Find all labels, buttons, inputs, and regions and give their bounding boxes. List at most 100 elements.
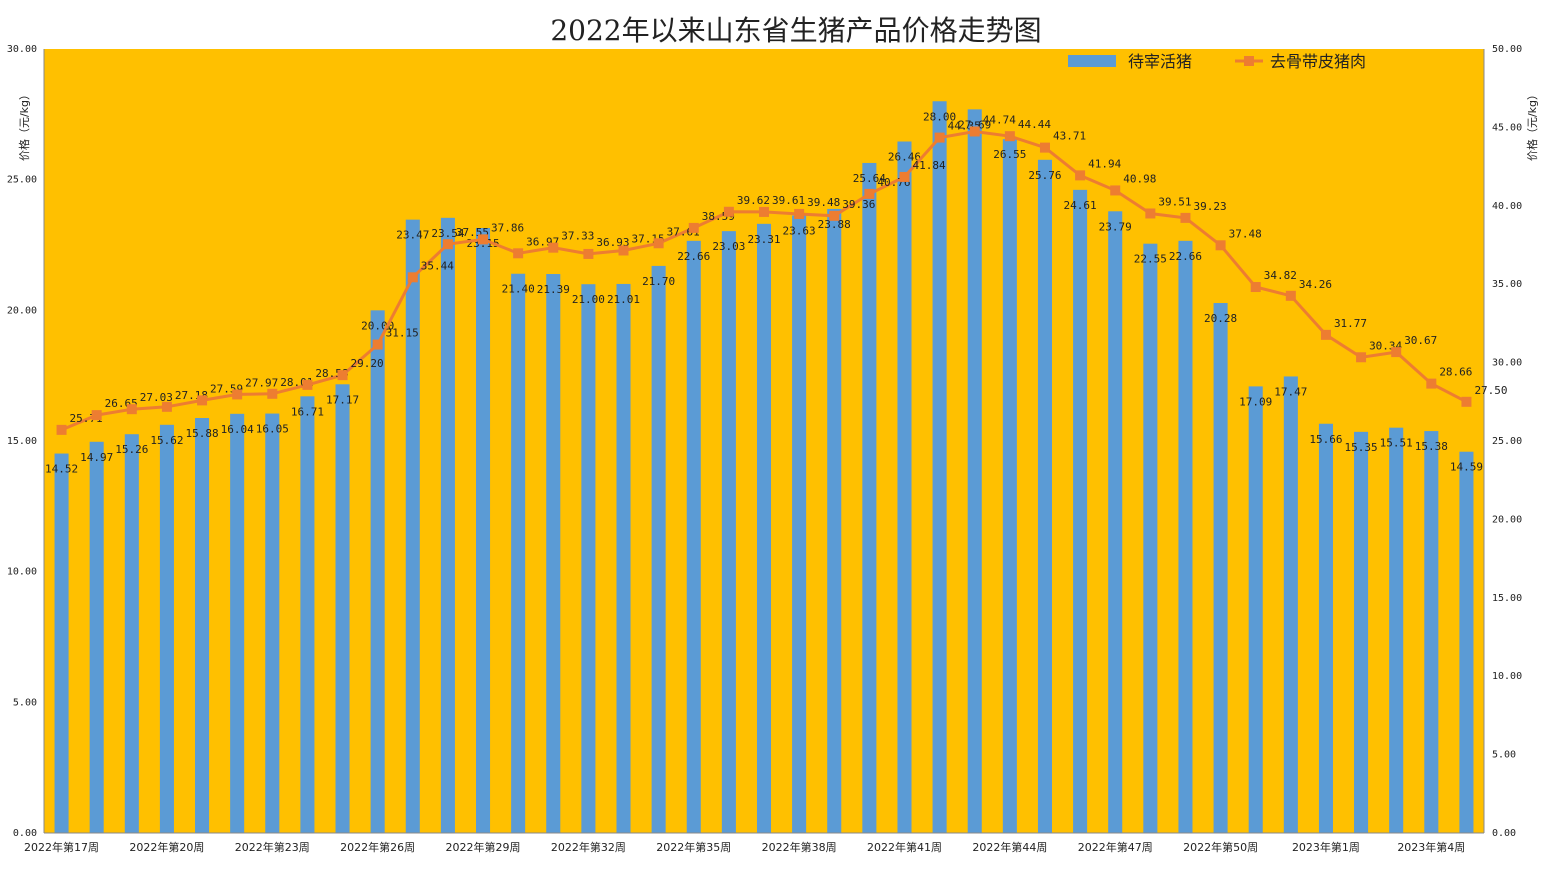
left-tick-label: 30.00 [7,44,37,55]
bar [1389,427,1404,833]
line-point [1075,170,1086,181]
bar [195,418,210,833]
line-point [864,188,875,199]
bar [756,223,772,833]
bar [476,228,491,834]
bar-data-label: 21.00 [572,293,605,306]
line-point [161,401,172,412]
right-tick-label: 30.00 [1492,358,1522,369]
bar-data-label: 22.55 [1134,253,1167,266]
line-point [407,272,418,283]
bar-data-label: 15.51 [1380,437,1413,450]
line-data-label: 27.97 [245,376,278,389]
x-tick-label: 2022年第29周 [446,840,521,854]
bar-data-label: 15.26 [115,443,148,456]
line-data-label: 39.62 [737,194,770,207]
line-data-label: 27.50 [1474,384,1507,397]
x-tick-label: 2022年第35周 [656,840,731,854]
bar-data-label: 17.17 [326,393,359,406]
bar [862,162,877,833]
bar-data-label: 21.70 [642,275,675,288]
bar [89,441,104,833]
line-data-label: 37.48 [1229,227,1262,240]
right-tick-label: 40.00 [1492,201,1522,212]
line-point [1320,329,1331,340]
line-data-label: 39.61 [772,194,805,207]
bar [1108,211,1123,834]
bar-data-label: 23.54 [431,227,464,240]
line-point [653,238,664,249]
line-point [91,410,102,421]
line-point [513,248,524,259]
bar-data-label: 23.47 [396,229,429,242]
line-point [337,370,348,381]
left-axis-label: 价格（元/kg） [17,89,31,161]
x-tick-label: 2022年第41周 [867,840,942,854]
bar-data-label: 25.64 [853,172,886,185]
bar-data-label: 22.66 [677,250,710,263]
bar-data-label: 14.52 [45,463,78,476]
right-tick-label: 0.00 [1492,828,1516,839]
bar-data-label: 16.05 [256,423,289,436]
bar [616,283,631,833]
bar-data-label: 16.04 [221,423,254,436]
bar-data-label: 21.39 [537,283,570,296]
right-tick-label: 5.00 [1492,750,1516,761]
x-tick-label: 2022年第38周 [762,840,837,854]
line-point [618,245,629,256]
x-tick-label: 2022年第26周 [340,840,415,854]
line-point [583,248,594,259]
bar [1318,423,1333,833]
line-point [267,388,278,399]
right-tick-label: 45.00 [1492,122,1522,133]
bar [686,240,701,833]
right-axis-label: 价格（元/kg） [1525,89,1539,161]
line-point [1145,208,1156,219]
line-point [197,395,208,406]
bar [1143,243,1158,833]
chart-title: 2022年以来山东省生猪产品价格走势图 [550,14,1041,47]
bar-data-label: 23.31 [747,233,780,246]
bar [546,274,561,833]
bar [827,208,842,833]
bar [897,141,912,834]
line-data-label: 41.84 [912,159,945,172]
bar [1037,159,1052,834]
bar-data-label: 17.09 [1239,395,1272,408]
bar [932,101,947,834]
line-data-label: 29.20 [351,357,384,370]
x-tick-label: 2022年第44周 [972,840,1047,854]
line-point [934,132,945,143]
bar [721,231,736,833]
bar [1178,240,1193,833]
bar-data-label: 14.97 [80,451,113,464]
legend-line-label: 去骨带皮猪肉 [1270,52,1366,71]
bar-data-label: 26.46 [888,151,921,164]
x-axis: 2022年第17周 2022年第20周 2022年第23周 2022年第26周 2022… [24,832,1484,854]
line-data-label: 28.66 [1439,366,1472,379]
x-tick-label: 2022年第17周 [24,840,99,854]
bar [1002,139,1017,833]
bar [1283,376,1298,833]
line-point [232,389,243,400]
right-tick-label: 35.00 [1492,279,1522,290]
bar [511,273,526,833]
bar [1248,386,1263,833]
x-tick-label: 2022年第32周 [551,840,626,854]
bar-data-label: 22.66 [1169,250,1202,263]
bar-data-label: 15.62 [150,434,183,447]
bar [230,413,245,833]
line-point [1039,142,1050,153]
line-point [302,379,313,390]
line-data-label: 39.23 [1193,200,1226,213]
right-tick-label: 10.00 [1492,671,1522,682]
line-data-label: 31.15 [386,327,419,340]
line-data-label: 39.51 [1158,195,1191,208]
bar [54,453,69,833]
bar [335,384,350,833]
legend: 待宰活猪 去骨带皮猪肉 [1068,52,1366,71]
line-data-label: 39.48 [807,196,840,209]
line-point [969,126,980,137]
